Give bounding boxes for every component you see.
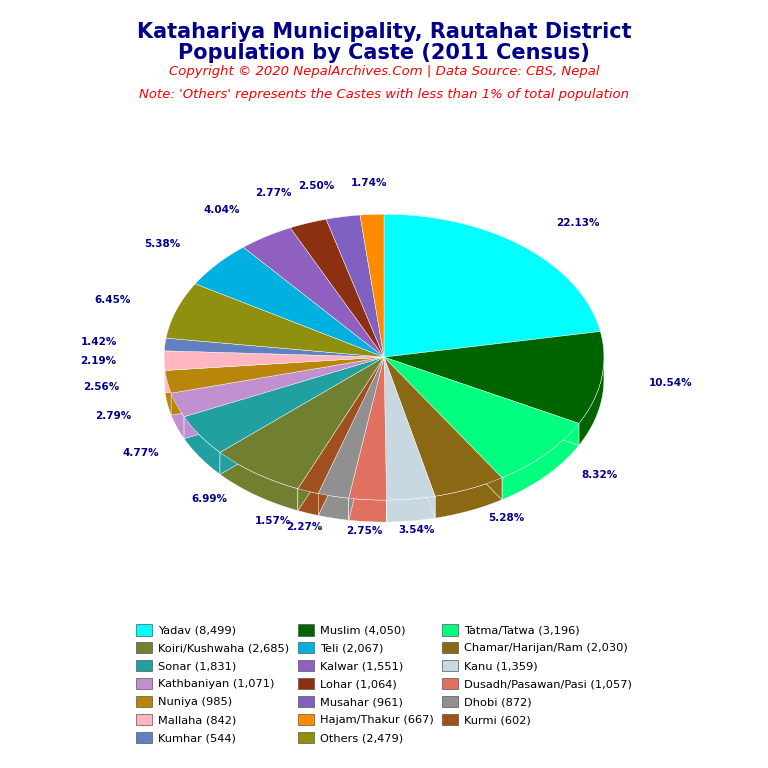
Polygon shape bbox=[384, 357, 502, 496]
Text: 2.56%: 2.56% bbox=[84, 382, 120, 392]
Text: 2.79%: 2.79% bbox=[95, 411, 131, 421]
Polygon shape bbox=[384, 357, 579, 445]
Polygon shape bbox=[349, 498, 386, 522]
Polygon shape bbox=[164, 338, 384, 357]
Polygon shape bbox=[384, 357, 579, 445]
Polygon shape bbox=[298, 488, 318, 515]
Polygon shape bbox=[165, 370, 171, 415]
Text: Katahariya Municipality, Rautahat District: Katahariya Municipality, Rautahat Distri… bbox=[137, 22, 631, 41]
Polygon shape bbox=[184, 357, 384, 439]
Text: 2.27%: 2.27% bbox=[286, 521, 323, 531]
Polygon shape bbox=[318, 357, 384, 498]
Polygon shape bbox=[384, 332, 604, 423]
Text: 3.54%: 3.54% bbox=[399, 525, 435, 535]
Text: 22.13%: 22.13% bbox=[556, 218, 599, 228]
Polygon shape bbox=[384, 357, 502, 500]
Text: Population by Caste (2011 Census): Population by Caste (2011 Census) bbox=[178, 43, 590, 63]
Polygon shape bbox=[290, 219, 384, 357]
Polygon shape bbox=[195, 247, 384, 357]
Polygon shape bbox=[298, 357, 384, 511]
Polygon shape bbox=[579, 359, 604, 445]
Polygon shape bbox=[220, 357, 384, 475]
Polygon shape bbox=[171, 357, 384, 415]
Legend: Yadav (8,499), Koiri/Kushwaha (2,685), Sonar (1,831), Kathbaniyan (1,071), Nuniy: Yadav (8,499), Koiri/Kushwaha (2,685), S… bbox=[133, 621, 635, 746]
Text: 5.38%: 5.38% bbox=[144, 239, 180, 249]
Polygon shape bbox=[164, 357, 165, 392]
Polygon shape bbox=[171, 357, 384, 415]
Polygon shape bbox=[166, 284, 384, 357]
Polygon shape bbox=[360, 214, 384, 357]
Text: 1.57%: 1.57% bbox=[255, 516, 291, 526]
Text: Note: 'Others' represents the Castes with less than 1% of total population: Note: 'Others' represents the Castes wit… bbox=[139, 88, 629, 101]
Polygon shape bbox=[384, 357, 386, 522]
Polygon shape bbox=[165, 357, 384, 392]
Text: 2.50%: 2.50% bbox=[298, 180, 334, 190]
Polygon shape bbox=[165, 357, 384, 393]
Polygon shape bbox=[384, 357, 435, 518]
Polygon shape bbox=[435, 478, 502, 518]
Polygon shape bbox=[384, 357, 435, 500]
Text: 4.77%: 4.77% bbox=[123, 448, 160, 458]
Polygon shape bbox=[384, 357, 386, 522]
Polygon shape bbox=[171, 393, 184, 439]
Text: 1.42%: 1.42% bbox=[81, 336, 117, 346]
Polygon shape bbox=[349, 357, 384, 520]
Polygon shape bbox=[318, 357, 384, 515]
Text: 2.75%: 2.75% bbox=[346, 526, 382, 536]
Polygon shape bbox=[318, 494, 349, 520]
Text: Copyright © 2020 NepalArchives.Com | Data Source: CBS, Nepal: Copyright © 2020 NepalArchives.Com | Dat… bbox=[169, 65, 599, 78]
Polygon shape bbox=[384, 357, 502, 500]
Polygon shape bbox=[502, 423, 579, 500]
Polygon shape bbox=[220, 357, 384, 488]
Text: 6.99%: 6.99% bbox=[192, 494, 227, 504]
Text: 4.04%: 4.04% bbox=[204, 205, 240, 215]
Polygon shape bbox=[326, 215, 384, 357]
Text: 8.32%: 8.32% bbox=[581, 470, 617, 480]
Text: 1.74%: 1.74% bbox=[351, 178, 388, 188]
Polygon shape bbox=[184, 357, 384, 452]
Polygon shape bbox=[298, 357, 384, 511]
Polygon shape bbox=[349, 357, 386, 500]
Polygon shape bbox=[243, 228, 384, 357]
Polygon shape bbox=[298, 357, 384, 494]
Text: 2.19%: 2.19% bbox=[80, 356, 116, 366]
Polygon shape bbox=[386, 496, 435, 522]
Text: 5.28%: 5.28% bbox=[488, 513, 525, 523]
Polygon shape bbox=[384, 357, 579, 478]
Polygon shape bbox=[384, 214, 601, 357]
Text: 10.54%: 10.54% bbox=[649, 379, 693, 389]
Polygon shape bbox=[384, 357, 435, 518]
Polygon shape bbox=[220, 452, 298, 511]
Polygon shape bbox=[165, 357, 384, 392]
Polygon shape bbox=[349, 357, 384, 520]
Polygon shape bbox=[220, 357, 384, 475]
Polygon shape bbox=[184, 417, 220, 475]
Text: 2.77%: 2.77% bbox=[255, 188, 291, 198]
Polygon shape bbox=[318, 357, 384, 515]
Polygon shape bbox=[184, 357, 384, 439]
Polygon shape bbox=[164, 351, 384, 370]
Text: 6.45%: 6.45% bbox=[94, 295, 131, 305]
Polygon shape bbox=[171, 357, 384, 417]
